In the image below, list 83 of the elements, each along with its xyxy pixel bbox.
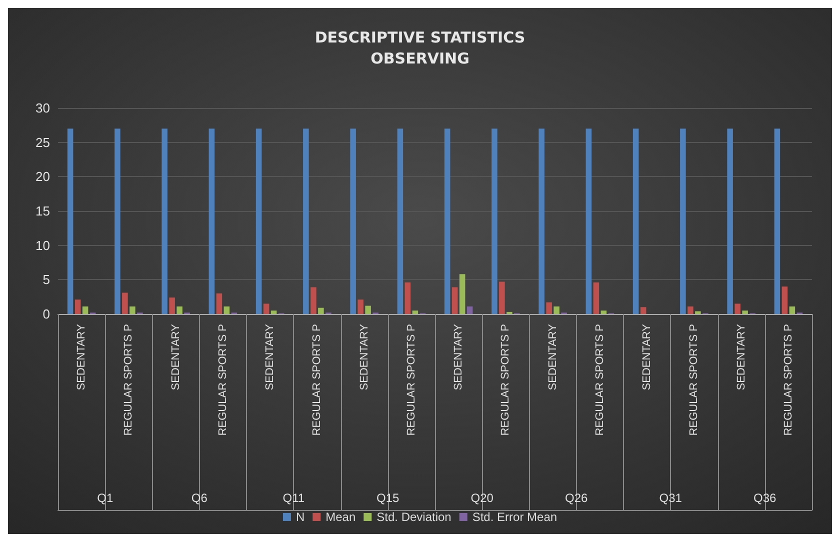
bar — [318, 308, 324, 314]
bar — [538, 128, 544, 314]
bar — [459, 274, 466, 314]
x-tick-label: SEDENTARY — [735, 323, 748, 390]
bar — [593, 282, 600, 314]
y-tick-label: 5 — [42, 272, 50, 288]
bar — [546, 302, 552, 314]
y-tick-label: 20 — [36, 169, 50, 184]
bar — [444, 128, 450, 314]
bar — [774, 128, 780, 314]
text: Q1 — [97, 491, 114, 505]
bar — [310, 287, 316, 314]
bar — [640, 307, 646, 314]
bar — [365, 306, 371, 314]
x-tick-label: SEDENTARY — [641, 323, 654, 390]
x-tick-label: SEDENTARY — [76, 323, 88, 390]
bar — [734, 304, 740, 314]
bar — [122, 292, 128, 314]
bar — [789, 306, 796, 314]
x-tick-label: REGULAR SPORTS P — [594, 324, 606, 436]
bar — [67, 128, 74, 314]
bar — [688, 306, 694, 314]
bar — [412, 310, 418, 314]
bar — [350, 128, 356, 314]
bar — [727, 128, 733, 314]
legend-label: Mean — [326, 510, 356, 524]
bar — [208, 128, 215, 314]
bar — [499, 282, 505, 314]
bar — [358, 300, 364, 314]
bar — [554, 306, 560, 314]
bar — [397, 128, 404, 314]
bar — [492, 128, 498, 314]
bar — [632, 128, 639, 314]
x-tick-label: REGULAR SPORTS P — [311, 324, 324, 436]
bar — [176, 306, 182, 314]
bar — [74, 300, 81, 314]
legend-label: N — [296, 510, 305, 524]
x-tick-label: REGULAR SPORTS P — [782, 324, 794, 436]
x-tick-label: SEDENTARY — [452, 323, 465, 390]
text: Q6 — [191, 491, 208, 505]
x-tick-label: REGULAR SPORTS P — [500, 324, 512, 436]
x-tick-label: SEDENTARY — [546, 323, 559, 390]
y-tick-label: 25 — [36, 134, 50, 150]
y-tick-label: 30 — [36, 100, 50, 116]
bar — [169, 298, 175, 314]
bar — [782, 286, 788, 314]
x-tick-label: REGULAR SPORTS P — [122, 324, 135, 436]
text: Q11 — [282, 491, 305, 505]
bar — [600, 310, 607, 314]
x-tick-label: REGULAR SPORTS P — [688, 324, 700, 436]
x-tick-label: SEDENTARY — [264, 323, 276, 390]
bar — [162, 128, 168, 314]
text: Q36 — [754, 491, 777, 505]
bar — [114, 128, 120, 314]
bar — [224, 306, 230, 314]
x-tick-label: REGULAR SPORTS P — [216, 324, 229, 436]
bar — [130, 306, 136, 314]
bar — [216, 293, 222, 314]
chart-title: DESCRIPTIVE STATISTICS OBSERVING — [314, 28, 526, 68]
bar — [466, 306, 473, 314]
bar — [742, 310, 748, 314]
x-tick-label: SEDENTARY — [358, 323, 370, 390]
text: Q31 — [659, 491, 682, 505]
legend-label: Std. Deviation — [376, 510, 452, 524]
bar — [256, 128, 262, 314]
bar — [586, 128, 592, 314]
x-tick-label: REGULAR SPORTS P — [405, 324, 418, 436]
text: Q15 — [376, 491, 400, 505]
bar — [695, 311, 701, 314]
bar — [263, 304, 270, 314]
bar — [452, 287, 458, 314]
bar — [303, 128, 309, 314]
text: Q20 — [470, 491, 494, 505]
bar — [680, 128, 686, 314]
x-tick-label: SEDENTARY — [170, 323, 182, 390]
legend-label: Std. Error Mean — [472, 510, 558, 524]
bar — [82, 306, 88, 314]
text: Q26 — [565, 491, 588, 505]
bar — [404, 282, 411, 314]
bar — [270, 310, 277, 314]
y-tick-label: 15 — [36, 204, 50, 218]
y-tick-label: 10 — [36, 238, 50, 253]
y-tick-label: 0 — [42, 306, 50, 322]
